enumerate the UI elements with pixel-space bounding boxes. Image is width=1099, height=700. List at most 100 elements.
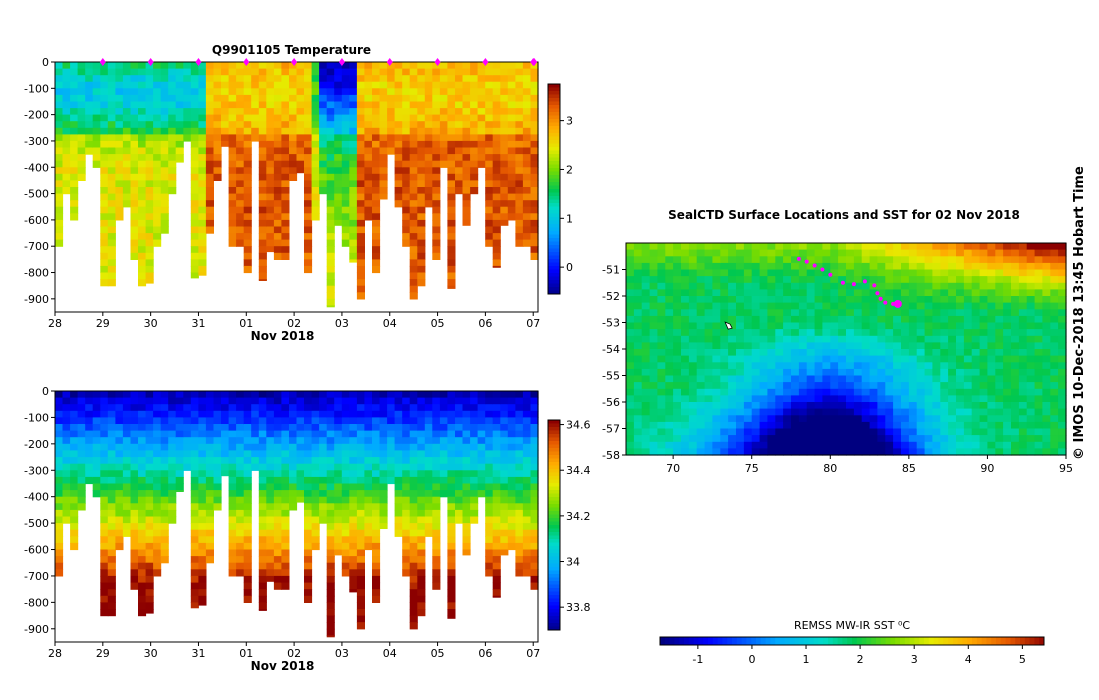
profile-cell [304,147,313,155]
profile-cell [447,101,456,109]
profile-cell [455,114,464,122]
profile-cell [107,424,116,432]
profile-cell [530,213,539,221]
profile-cell [409,88,418,96]
sst-cell [641,441,651,449]
sst-cell [940,269,949,277]
colorbar-cell [548,280,560,284]
profile-cell [107,476,116,485]
profile-cell [190,430,199,438]
profile-cell [281,127,290,135]
profile-cell [258,279,267,281]
sst-cell [908,243,918,251]
profile-cell [213,75,222,83]
colorbar-cell [548,164,560,169]
profile-cell [349,509,358,518]
profile-cell [70,397,79,405]
profile-cell [153,62,162,70]
sst-cell [681,375,690,383]
profile-cell [507,154,516,162]
profile-cell [372,62,381,70]
profile-cell [356,226,365,234]
colorbar-cell [548,220,560,225]
profile-cell [115,529,124,537]
profile-cell [281,246,290,254]
profile-cell [394,450,403,458]
profile-cell [100,582,109,590]
profile-cell [138,233,147,241]
sst-cell [830,329,839,337]
profile-cell [424,62,433,70]
profile-cell [349,187,358,195]
profile-cell [379,180,388,188]
sst-cell [877,402,886,410]
profile-cell [198,424,207,432]
profile-cell [273,206,282,214]
profile-cell [417,147,426,155]
sst-cell [783,322,792,330]
profile-cell [356,285,365,293]
profile-cell [205,536,214,544]
profile-cell [115,397,124,405]
profile-cell [145,200,154,208]
sst-cell [665,428,674,436]
profile-cell [70,430,79,438]
profile-cell [417,246,426,254]
sst-cell [916,355,926,363]
profile-cell [228,410,237,418]
profile-cell [470,496,479,504]
profile-cell [70,490,79,498]
profile-cell [77,483,86,491]
profile-cell [281,81,290,89]
sst-cell [704,335,714,343]
profile-cell [394,167,403,175]
profile-cell [462,187,471,195]
sst-cell [633,362,643,370]
profile-cell [304,437,313,445]
profile-cell [198,101,207,109]
x-tick-label: 05 [431,317,445,330]
sst-cell [798,415,808,423]
colorbar-cell [548,462,560,466]
profile-cell [515,62,524,70]
sst-cell [767,302,776,310]
profile-cell [296,167,305,174]
profile-cell [341,569,350,577]
profile-cell [417,549,426,557]
profile-cell [372,410,381,418]
sst-cell [885,243,894,251]
profile-cell [70,496,79,504]
sst-cell [838,448,847,456]
sst-cell [665,262,674,271]
profile-cell [409,265,418,274]
profile-cell [485,147,494,155]
profile-cell [107,569,116,577]
profile-cell [243,470,252,478]
sst-cell [626,262,635,271]
profile-cell [198,265,207,274]
sst-cell [704,342,714,350]
profile-cell [409,180,418,188]
sst-cell [853,302,863,310]
profile-cell [424,463,433,471]
profile-cell [92,410,101,418]
profile-cell [432,523,441,531]
profile-cell [364,160,373,168]
profile-cell [515,562,524,570]
profile-cell [462,134,471,142]
profile-cell [304,213,313,221]
profile-cell [447,437,456,445]
profile-cell [160,180,169,188]
sst-cell [806,249,816,257]
profile-cell [402,167,411,175]
profile-cell [236,233,245,241]
profile-cell [289,147,298,155]
profile-cell [62,437,71,445]
profile-cell [145,81,154,89]
sst-cell [791,262,800,271]
profile-column [462,62,471,226]
profile-cell [356,437,365,445]
sst-cell [767,289,776,297]
profile-cell [107,272,116,280]
profile-cell [462,68,471,76]
